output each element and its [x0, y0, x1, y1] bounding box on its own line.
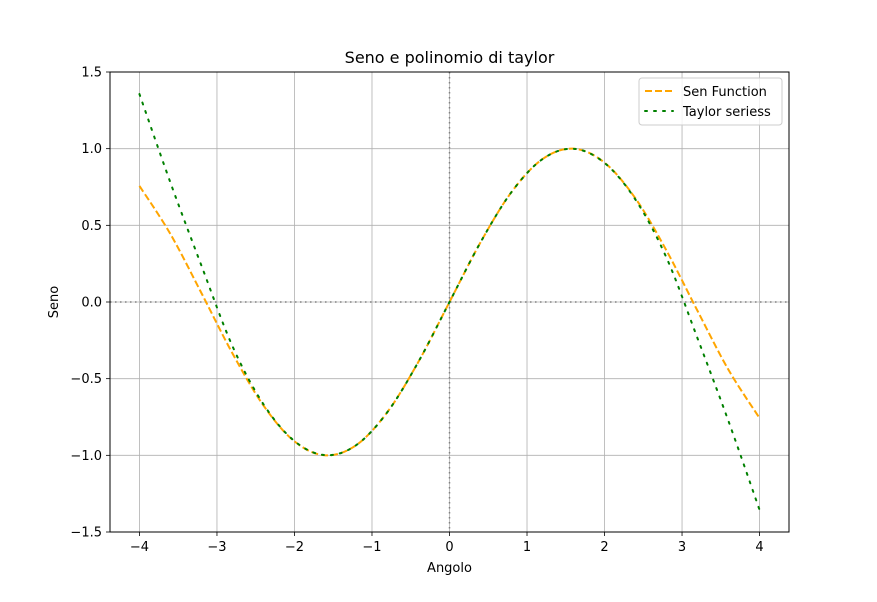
y-axis-label: Seno [47, 286, 62, 318]
y-tick-label: 0.5 [81, 219, 102, 234]
x-tick-label: −4 [130, 540, 149, 555]
y-tick-label: 1.5 [81, 66, 102, 81]
axis-ticks: −4 −3 −2 −1 0 1 2 3 4 −1.5 −1.0 −0.5 0.0 0.5 1.0 1.5 [70, 66, 763, 556]
y-tick-label: −0.5 [70, 372, 102, 387]
legend: Sen Function Taylor seriess [638, 77, 783, 126]
y-tick-label: 0.0 [81, 296, 102, 311]
series-lines [138, 93, 761, 511]
x-tick-label: 0 [445, 540, 453, 555]
series-line-1 [138, 93, 761, 511]
y-tick-label: −1.5 [70, 526, 102, 541]
legend-label: Taylor seriess [682, 105, 771, 120]
x-tick-label: −1 [362, 540, 381, 555]
x-tick-label: −3 [207, 540, 226, 555]
x-tick-label: 2 [600, 540, 608, 555]
x-tick-label: 4 [755, 540, 763, 555]
x-tick-label: 1 [523, 540, 531, 555]
legend-box [638, 77, 783, 126]
x-axis-label: Angolo [427, 561, 472, 576]
x-tick-label: 3 [678, 540, 686, 555]
legend-label: Sen Function [683, 85, 767, 100]
y-tick-label: 1.0 [81, 142, 102, 157]
chart-title: Seno e polinomio di taylor [345, 48, 555, 67]
y-tick-label: −1.0 [70, 449, 102, 464]
series-line-0 [138, 147, 761, 457]
x-tick-label: −2 [285, 540, 304, 555]
